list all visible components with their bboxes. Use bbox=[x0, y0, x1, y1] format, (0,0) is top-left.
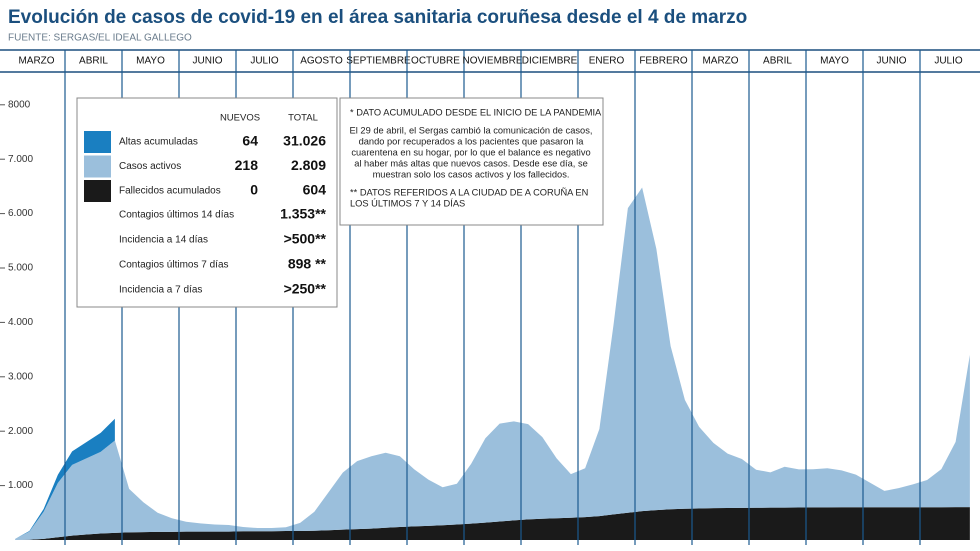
summary-box bbox=[76, 97, 338, 308]
legend-label: Altas acumuladas bbox=[119, 137, 198, 148]
table-value: 0 bbox=[250, 182, 258, 198]
x-tick-label: AGOSTO bbox=[300, 56, 343, 67]
x-tick-label: JUNIO bbox=[877, 56, 907, 67]
x-tick-label: JULIO bbox=[250, 56, 279, 67]
x-tick-label: MARZO bbox=[702, 56, 738, 67]
x-tick-label: OCTUBRE bbox=[411, 56, 460, 67]
x-tick-label: MAYO bbox=[820, 56, 849, 67]
y-tick-label: 1.000 bbox=[8, 480, 33, 491]
table-value: >250** bbox=[284, 281, 327, 297]
x-tick-label: NOVIEMBRE bbox=[462, 56, 522, 67]
plot-area: MARZO ABRIL MAYO JUNIO JULIO AGOSTO SEPTIEMBRE… bbox=[0, 50, 970, 545]
note-line: al haber más altas que nuevos casos. Des… bbox=[354, 158, 588, 168]
note-line: El 29 de abril, el Sergas cambió la comu… bbox=[350, 125, 593, 135]
table-value: 64 bbox=[242, 133, 258, 149]
table-value: 898 ** bbox=[288, 256, 327, 272]
table-label: Incidencia a 7 días bbox=[119, 285, 202, 296]
x-tick-label: JULIO bbox=[934, 56, 963, 67]
column-header: NUEVOS bbox=[220, 113, 260, 124]
x-tick-label: MARZO bbox=[18, 56, 54, 67]
legend-swatch bbox=[84, 180, 111, 202]
x-tick-label: ABRIL bbox=[79, 56, 108, 67]
x-tick-label: FEBRERO bbox=[639, 56, 688, 67]
overlay: NUEVOS TOTAL Altas acumuladas 64 31.026 Casos… bbox=[76, 97, 604, 308]
y-tick-label: 8000 bbox=[8, 99, 31, 110]
table-value: 31.026 bbox=[283, 133, 326, 149]
x-tick-label: ENERO bbox=[589, 56, 625, 67]
notes-box bbox=[339, 97, 604, 226]
legend-label: Fallecidos acumulados bbox=[119, 186, 221, 197]
y-tick-label: 7.000 bbox=[8, 154, 33, 165]
legend-swatch bbox=[84, 155, 111, 178]
note-line: cuarentena en su hogar, por lo que el ba… bbox=[351, 147, 590, 157]
note-line: * DATO ACUMULADO DESDE EL INICIO DE LA P… bbox=[350, 107, 602, 117]
table-value: 604 bbox=[303, 182, 327, 198]
y-tick-label: 4.000 bbox=[8, 317, 33, 328]
x-tick-label: JUNIO bbox=[193, 56, 223, 67]
table-value: 1.353** bbox=[280, 206, 326, 222]
area bbox=[15, 187, 970, 540]
table-label: Contagios últimos 7 días bbox=[119, 260, 229, 271]
x-tick-label: SEPTIEMBRE bbox=[346, 56, 411, 67]
table-label: Incidencia a 14 días bbox=[119, 235, 208, 246]
y-tick-label: 6.000 bbox=[8, 208, 33, 219]
area bbox=[15, 507, 970, 540]
note-line: muestran solo los casos activos y los fa… bbox=[373, 169, 570, 179]
y-tick-label: 5.000 bbox=[8, 263, 33, 274]
note-line: LOS ÚLTIMOS 7 Y 14 DÍAS bbox=[350, 198, 465, 208]
chart-title: Evolución de casos de covid-19 en el áre… bbox=[8, 7, 747, 28]
note-line: ** DATOS REFERIDOS A LA CIUDAD DE A CORU… bbox=[350, 187, 588, 197]
source: FUENTE: SERGAS/EL IDEAL GALLEGO bbox=[8, 33, 192, 44]
legend-label: Casos activos bbox=[119, 161, 181, 172]
table-value: >500** bbox=[284, 231, 327, 247]
area bbox=[15, 418, 115, 539]
column-header: TOTAL bbox=[288, 113, 318, 124]
table-label: Contagios últimos 14 días bbox=[119, 210, 234, 221]
x-tick-label: MAYO bbox=[136, 56, 165, 67]
note-line: dando por recuperados a los pacientes qu… bbox=[359, 136, 585, 146]
y-tick-label: 3.000 bbox=[8, 371, 33, 382]
legend-swatch bbox=[84, 131, 111, 153]
table-value: 218 bbox=[235, 157, 259, 173]
y-tick-label: 2.000 bbox=[8, 426, 33, 437]
table-value: 2.809 bbox=[291, 157, 326, 173]
x-tick-label: DICIEMBRE bbox=[522, 56, 578, 67]
x-tick-label: ABRIL bbox=[763, 56, 792, 67]
